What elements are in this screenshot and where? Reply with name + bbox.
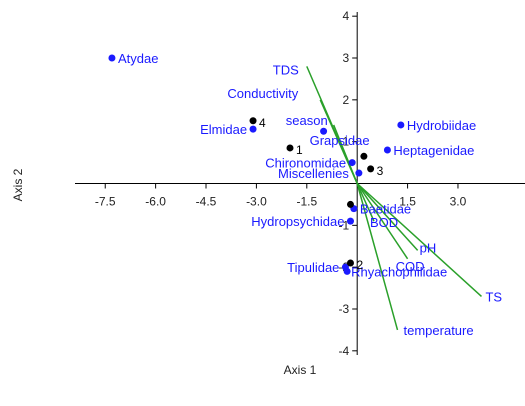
taxon-label: Atydae [118, 51, 158, 66]
taxon-label: Elmidae [200, 122, 247, 137]
site-label: 2 [356, 258, 363, 272]
vector-arrow [356, 183, 409, 260]
vector-label: pH [420, 240, 437, 255]
vector-arrow [332, 124, 358, 184]
taxon-point [383, 146, 391, 154]
x-tick-label: -6.0 [145, 195, 166, 209]
taxon-label: Miscellenies [278, 166, 349, 181]
y-tick-label: 3 [343, 51, 350, 65]
vector-label: TS [485, 289, 502, 304]
site-point [360, 152, 368, 160]
vector-arrow [356, 183, 399, 331]
site-point [286, 144, 294, 152]
vector-label: season [286, 113, 328, 128]
site-point [346, 259, 354, 267]
taxon-label: Tipulidae [287, 260, 339, 275]
taxon-point [348, 159, 356, 167]
taxon-label: Hydropsychidae [251, 214, 344, 229]
vector-arrow [356, 183, 375, 222]
taxon-point [355, 169, 363, 177]
taxon-point [249, 125, 257, 133]
taxon-label: Heptagenidae [393, 143, 474, 158]
site-label: 1 [296, 143, 303, 157]
taxon-point [346, 217, 354, 225]
x-tick-label: -1.5 [296, 195, 317, 209]
taxon-point [397, 121, 405, 129]
x-tick-label: -4.5 [196, 195, 217, 209]
vector-label: COD [396, 259, 425, 274]
taxon-label: Rhyachophilidae [351, 264, 447, 279]
y-tick-label: -4 [339, 344, 350, 358]
vectors-layer [306, 66, 482, 331]
site-label: 3 [377, 164, 384, 178]
x-axis-title: Axis 1 [284, 363, 317, 377]
x-tick-label: 3.0 [450, 195, 467, 209]
x-tick-label: -3.0 [246, 195, 267, 209]
vector-label: Conductivity [227, 86, 298, 101]
vector-arrow [356, 182, 419, 251]
taxon-point [108, 54, 116, 62]
taxon-label: Chironomidae [265, 156, 346, 171]
x-tick-label: -7.5 [95, 195, 116, 209]
y-tick-label: -1 [339, 218, 350, 232]
site-point [367, 165, 375, 173]
points-layer [108, 54, 405, 275]
taxon-label: Hydrobiidae [407, 118, 476, 133]
y-tick-label: 4 [343, 9, 350, 23]
y-axis-title: Axis 2 [11, 168, 25, 201]
vector-label: TDS [273, 62, 299, 77]
vector-label: BOD [370, 215, 398, 230]
y-tick-label: 1 [343, 135, 350, 149]
site-point [346, 200, 354, 208]
taxon-label: Baetidae [360, 202, 411, 217]
y-tick-label: -3 [339, 302, 350, 316]
labels-layer: TDS Conductivity season BOD pH COD TS temperatu… [118, 51, 502, 338]
site-point [249, 117, 257, 125]
vector-label: temperature [404, 323, 474, 338]
vector-arrow [356, 182, 482, 297]
y-tick-label: 2 [343, 93, 350, 107]
x-tick-label: 1.5 [399, 195, 416, 209]
site-label: 4 [259, 116, 266, 130]
taxon-point [343, 267, 351, 275]
taxon-point [320, 127, 328, 135]
taxon-label: Grapsidae [310, 133, 370, 148]
